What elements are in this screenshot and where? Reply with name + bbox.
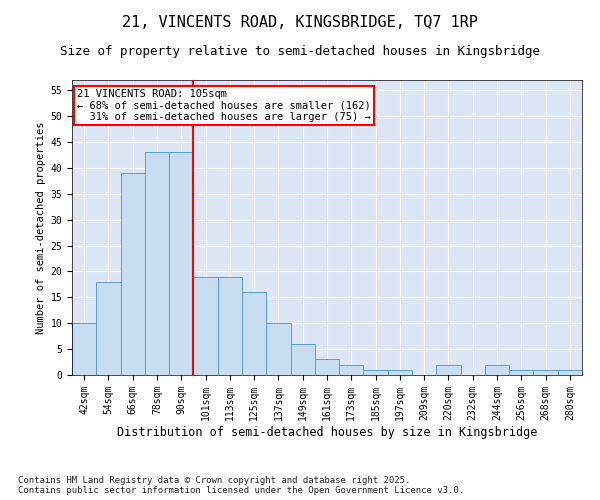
Bar <box>315 360 339 375</box>
Text: Contains HM Land Registry data © Crown copyright and database right 2025.
Contai: Contains HM Land Registry data © Crown c… <box>18 476 464 495</box>
Bar <box>193 276 218 375</box>
Bar <box>242 292 266 375</box>
Bar <box>290 344 315 375</box>
Text: 21 VINCENTS ROAD: 105sqm
← 68% of semi-detached houses are smaller (162)
  31% o: 21 VINCENTS ROAD: 105sqm ← 68% of semi-d… <box>77 89 371 122</box>
Text: 21, VINCENTS ROAD, KINGSBRIDGE, TQ7 1RP: 21, VINCENTS ROAD, KINGSBRIDGE, TQ7 1RP <box>122 15 478 30</box>
Bar <box>558 370 582 375</box>
Y-axis label: Number of semi-detached properties: Number of semi-detached properties <box>37 121 46 334</box>
Bar <box>339 364 364 375</box>
Bar <box>145 152 169 375</box>
Bar <box>388 370 412 375</box>
X-axis label: Distribution of semi-detached houses by size in Kingsbridge: Distribution of semi-detached houses by … <box>117 426 537 438</box>
Bar <box>509 370 533 375</box>
Text: Size of property relative to semi-detached houses in Kingsbridge: Size of property relative to semi-detach… <box>60 45 540 58</box>
Bar <box>364 370 388 375</box>
Bar <box>169 152 193 375</box>
Bar <box>533 370 558 375</box>
Bar <box>72 323 96 375</box>
Bar <box>121 173 145 375</box>
Bar <box>96 282 121 375</box>
Bar <box>266 323 290 375</box>
Bar <box>485 364 509 375</box>
Bar <box>218 276 242 375</box>
Bar <box>436 364 461 375</box>
